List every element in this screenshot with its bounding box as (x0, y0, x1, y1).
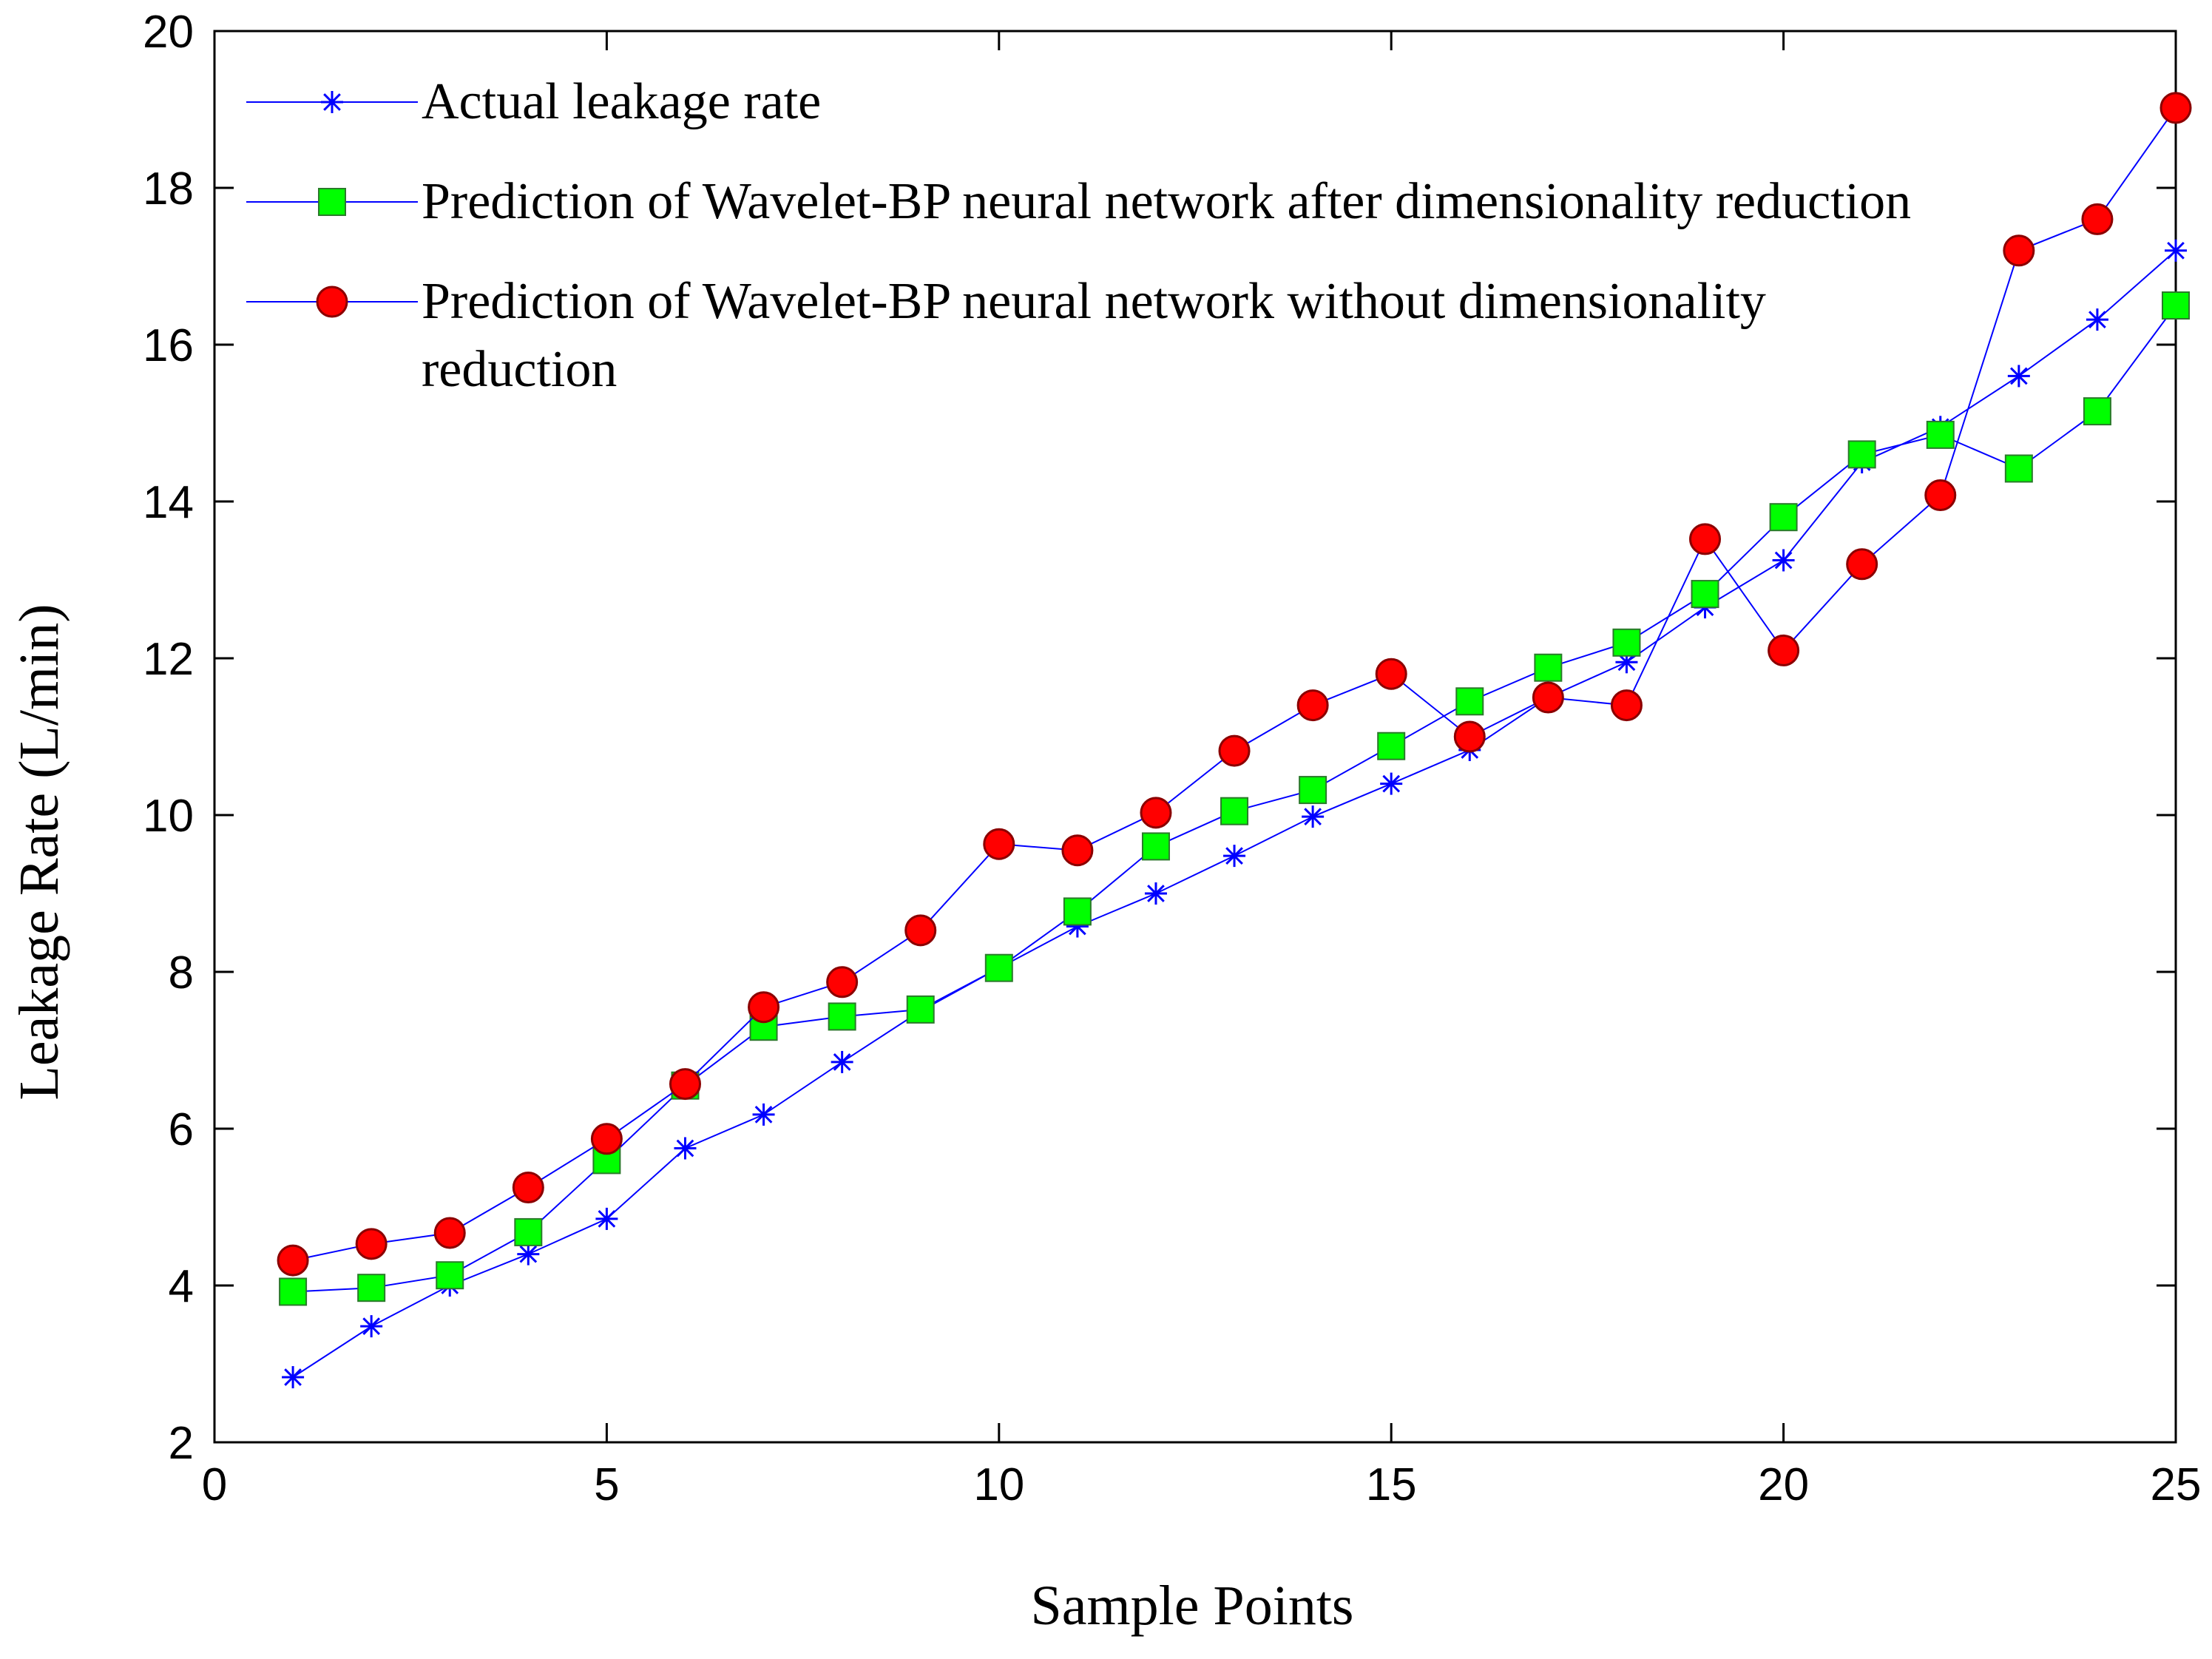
data-point-without-reduction (826, 966, 859, 999)
data-point-after-reduction (1299, 776, 1327, 805)
legend-label-actual: Actual leakage rate (422, 73, 821, 130)
data-point-without-reduction (669, 1068, 701, 1101)
data-point-after-reduction (2004, 454, 2033, 483)
series-without-reduction (277, 92, 2192, 1277)
data-point-without-reduction (2003, 234, 2035, 267)
data-point-without-reduction (748, 991, 780, 1024)
data-point-after-reduction (2083, 397, 2111, 426)
data-point-actual (752, 1103, 775, 1126)
y-tick-label: 14 (143, 477, 194, 528)
y-tick-label: 20 (143, 7, 194, 58)
data-point-without-reduction (1218, 734, 1251, 767)
data-point-without-reduction (1532, 681, 1564, 714)
data-point-after-reduction (1926, 420, 1955, 449)
data-point-actual (1772, 549, 1795, 572)
axes: 0 5 10 15 20 25 2 4 6 8 10 12 14 16 18 20 (143, 7, 2201, 1510)
data-point-after-reduction (1063, 897, 1092, 926)
data-point-after-reduction (1455, 687, 1484, 716)
data-point-without-reduction (277, 1244, 309, 1277)
data-point-after-reduction (1141, 832, 1170, 861)
data-point-without-reduction (2159, 92, 2192, 124)
y-tick-label: 12 (143, 634, 194, 685)
data-point-actual (2007, 365, 2030, 388)
data-point-after-reduction (906, 995, 935, 1024)
y-tick-label: 6 (169, 1104, 194, 1155)
y-axis-title: Leakage Rate (L/min) (8, 604, 70, 1100)
legend-marker-after-reduction (318, 188, 346, 216)
data-point-without-reduction (904, 914, 937, 947)
y-tick-label: 2 (169, 1418, 194, 1469)
data-point-without-reduction (1453, 720, 1486, 753)
data-point-without-reduction (1924, 479, 1957, 512)
data-point-actual (1302, 805, 1325, 828)
x-tick-label: 5 (594, 1459, 619, 1510)
data-point-without-reduction (1061, 834, 1094, 867)
data-point-without-reduction (983, 828, 1015, 860)
plot-frame (213, 30, 2177, 1444)
series-after-reduction (279, 291, 2190, 1306)
legend-item-actual: Actual leakage rate (246, 73, 821, 130)
data-point-without-reduction (1768, 634, 1800, 666)
data-point-without-reduction (433, 1217, 466, 1249)
data-point-actual (282, 1366, 305, 1389)
legend-label-without-reduction: Prediction of Wavelet-BP neural network … (422, 273, 1766, 330)
y-tick-label: 10 (143, 791, 194, 842)
x-axis-title: Sample Points (1030, 1575, 1353, 1637)
y-tick-label: 16 (143, 320, 194, 371)
data-point-after-reduction (1612, 628, 1641, 657)
data-point-after-reduction (357, 1274, 386, 1302)
data-point-without-reduction (1375, 658, 1407, 690)
data-point-actual (595, 1207, 618, 1230)
y-tick-label: 4 (169, 1261, 194, 1312)
data-point-actual (360, 1315, 383, 1338)
data-point-after-reduction (984, 953, 1013, 982)
data-point-after-reduction (514, 1217, 543, 1246)
data-point-without-reduction (512, 1172, 544, 1203)
data-point-without-reduction (1689, 523, 1722, 555)
data-point-actual (517, 1243, 540, 1266)
legend: Actual leakage rate Prediction of Wavelet… (246, 73, 1911, 398)
data-point-after-reduction (1220, 797, 1249, 825)
y-tick-label: 18 (143, 163, 194, 214)
data-point-actual (1144, 882, 1167, 905)
legend-marker-without-reduction (316, 285, 348, 318)
data-point-without-reduction (1296, 689, 1329, 722)
x-tick-label: 15 (1366, 1459, 1417, 1510)
data-point-after-reduction (279, 1277, 308, 1306)
legend-label-without-reduction: reduction (422, 341, 617, 398)
data-point-without-reduction (590, 1123, 623, 1155)
data-point-actual (2165, 239, 2187, 262)
data-point-without-reduction (2081, 203, 2114, 235)
x-tick-label: 20 (1758, 1459, 1809, 1510)
data-point-actual (831, 1050, 853, 1073)
y-tick-label: 8 (169, 947, 194, 999)
data-point-without-reduction (355, 1228, 388, 1260)
data-point-after-reduction (436, 1261, 464, 1290)
data-point-actual (1380, 772, 1403, 795)
data-point-actual (674, 1137, 697, 1160)
x-tick-label: 10 (973, 1459, 1024, 1510)
x-tick-label: 25 (2151, 1459, 2202, 1510)
data-point-actual (1223, 845, 1246, 868)
legend-item-without-reduction: Prediction of Wavelet-BP neural network … (246, 273, 1766, 398)
data-point-after-reduction (1769, 503, 1798, 532)
series-layer (277, 92, 2192, 1389)
data-point-without-reduction (1140, 797, 1172, 829)
x-tick-label: 0 (202, 1459, 227, 1510)
data-point-after-reduction (1847, 440, 1876, 469)
data-point-after-reduction (828, 1002, 856, 1031)
legend-label-after-reduction: Prediction of Wavelet-BP neural network … (422, 173, 1911, 230)
data-point-actual (2086, 308, 2108, 331)
data-point-without-reduction (1610, 689, 1643, 722)
data-point-after-reduction (1691, 580, 1719, 609)
legend-item-after-reduction: Prediction of Wavelet-BP neural network … (246, 173, 1911, 230)
data-point-after-reduction (2162, 291, 2190, 320)
data-point-after-reduction (1534, 653, 1563, 682)
data-point-without-reduction (1846, 548, 1878, 581)
legend-marker-actual (321, 91, 343, 113)
data-point-after-reduction (1377, 731, 1406, 760)
